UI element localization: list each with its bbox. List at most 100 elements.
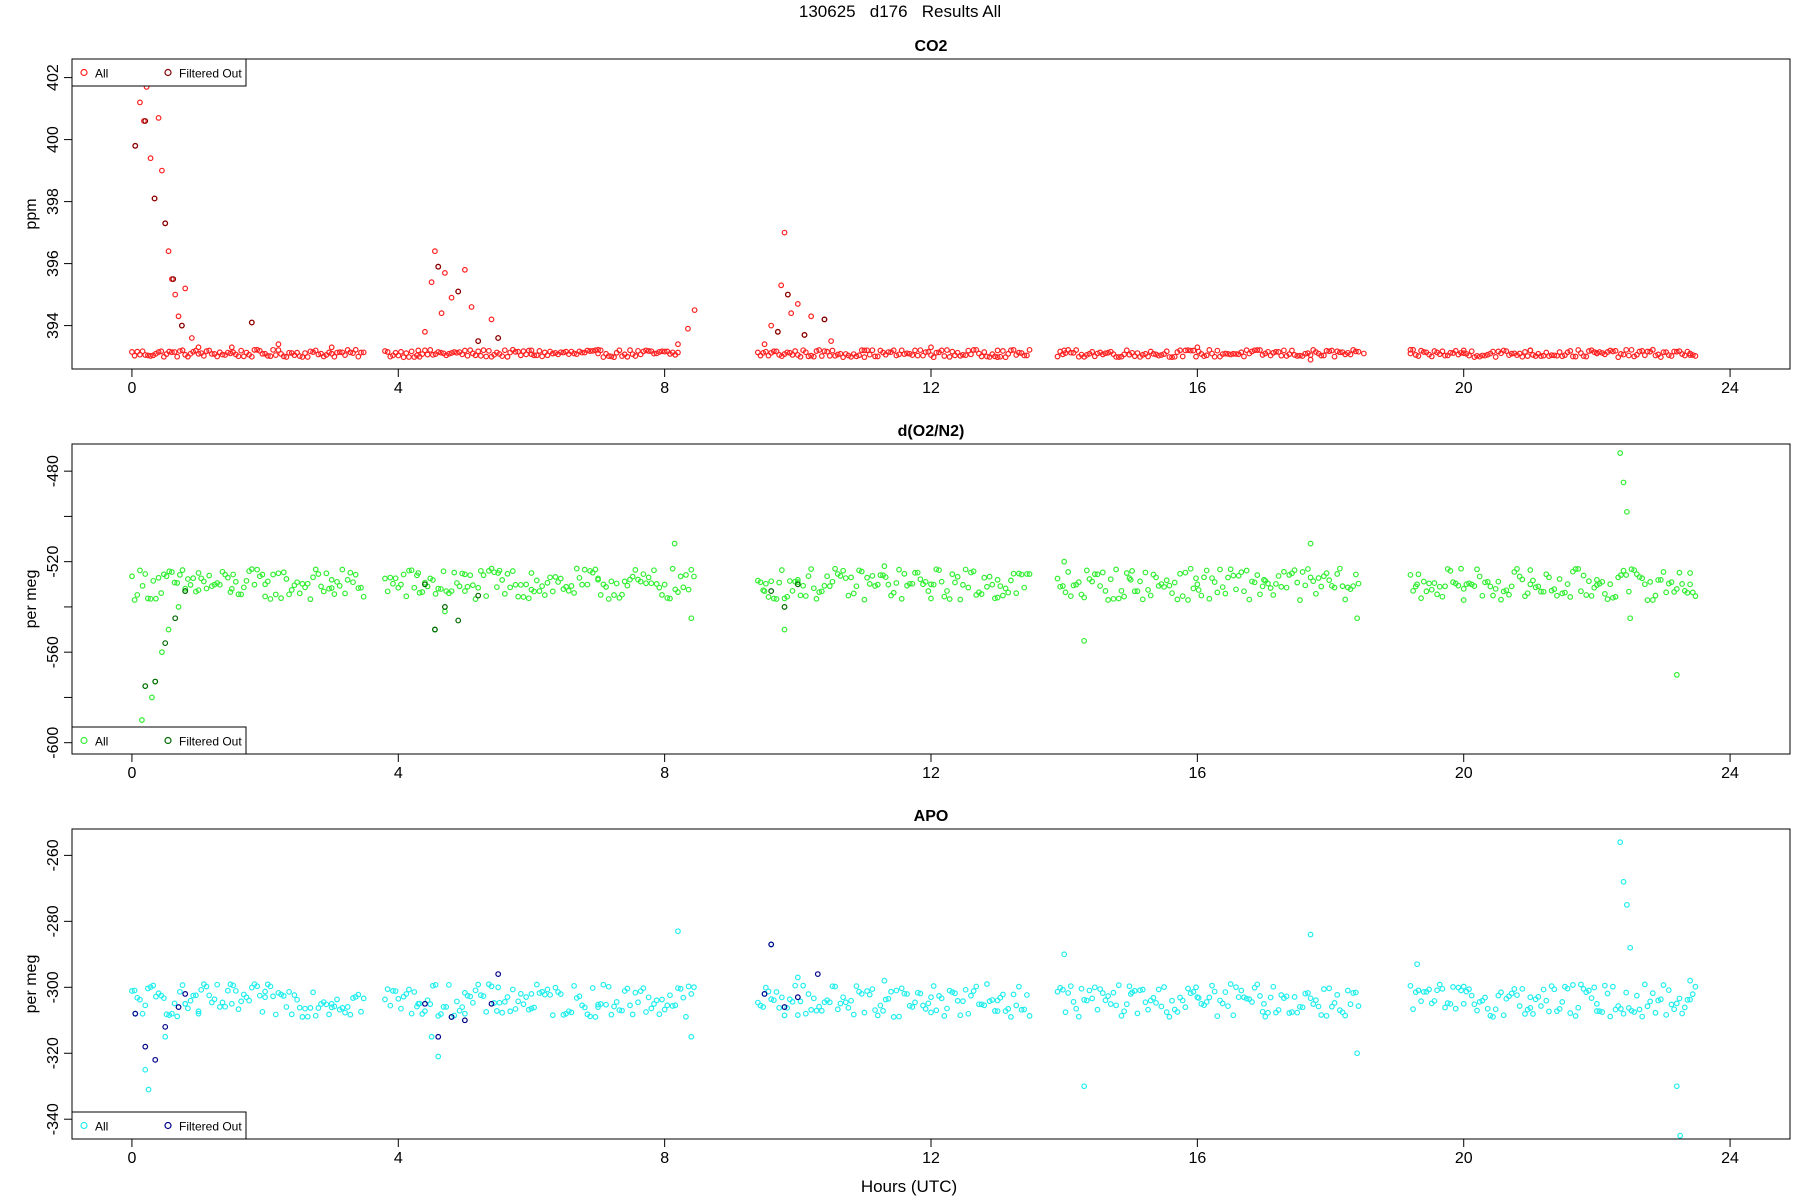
- point-all: [400, 571, 407, 578]
- point-all: [853, 983, 860, 990]
- point-all: [1476, 353, 1483, 360]
- point-all: [1508, 583, 1515, 590]
- point-all: [1115, 595, 1122, 602]
- point-all: [901, 570, 908, 577]
- point-all: [595, 576, 601, 583]
- point-all: [1291, 994, 1298, 1000]
- point-all: [627, 347, 633, 354]
- point-all: [501, 590, 508, 597]
- point-all: [962, 352, 969, 359]
- point-all: [230, 571, 237, 578]
- point-all: [909, 352, 916, 359]
- point-all: [432, 981, 439, 988]
- point-all: [184, 576, 191, 582]
- point-all: [1414, 581, 1421, 588]
- point-all: [896, 1013, 902, 1020]
- point-all: [1131, 588, 1138, 595]
- point-all: [781, 1012, 788, 1019]
- point-all: [1681, 352, 1688, 359]
- point-all: [1540, 986, 1547, 993]
- point-all: [438, 349, 444, 356]
- point-all: [1225, 351, 1231, 357]
- point-all: [1426, 986, 1432, 993]
- point-filtered-out: [448, 1014, 455, 1020]
- point-all: [216, 581, 223, 588]
- point-all: [168, 569, 175, 575]
- point-all: [246, 997, 253, 1004]
- point-all: [384, 349, 391, 355]
- point-all: [952, 579, 958, 586]
- point-all: [1214, 347, 1221, 354]
- point-all: [1294, 579, 1301, 586]
- point-all: [1075, 1013, 1082, 1020]
- point-all: [1607, 1013, 1614, 1020]
- point-all: [1105, 349, 1112, 356]
- point-all: [158, 590, 165, 596]
- point-all: [603, 1001, 609, 1008]
- point-all: [1679, 581, 1686, 587]
- point-filtered-out: [142, 683, 149, 690]
- point-all: [1687, 977, 1694, 984]
- point-all: [1166, 354, 1173, 360]
- point-all: [762, 348, 769, 355]
- point-all: [1054, 988, 1061, 995]
- point-all: [659, 592, 665, 598]
- point-all: [1249, 999, 1255, 1005]
- point-all: [624, 353, 631, 360]
- point-all: [829, 347, 836, 354]
- point-all: [1586, 578, 1592, 585]
- point-all: [1259, 1008, 1266, 1015]
- point-all: [512, 581, 519, 588]
- point-all: [1246, 596, 1253, 603]
- point-all: [1339, 583, 1346, 590]
- point-all: [216, 1004, 223, 1010]
- point-all: [488, 565, 495, 572]
- point-all: [1203, 352, 1210, 359]
- point-all: [1270, 592, 1277, 598]
- point-all: [576, 993, 583, 1000]
- point-all: [1420, 349, 1427, 355]
- legend-box: [71, 58, 247, 87]
- point-all: [864, 988, 870, 994]
- point-all: [928, 994, 934, 1001]
- point-all: [781, 229, 788, 236]
- point-all: [1134, 588, 1141, 595]
- point-all: [1161, 984, 1167, 990]
- point-all: [1535, 583, 1542, 590]
- point-all: [302, 1005, 308, 1012]
- point-all: [802, 1010, 809, 1017]
- point-all: [800, 982, 807, 989]
- point-all: [788, 310, 795, 317]
- point-all: [1596, 1008, 1603, 1015]
- point-filtered-out: [821, 316, 828, 323]
- point-all: [920, 352, 926, 359]
- point-all: [1171, 579, 1178, 586]
- point-all: [685, 586, 692, 593]
- point-all: [224, 987, 231, 994]
- point-all: [784, 349, 791, 356]
- point-all: [531, 1004, 538, 1011]
- point-all: [1283, 584, 1290, 591]
- point-all: [1689, 991, 1696, 998]
- point-all: [616, 1007, 623, 1014]
- point-all: [331, 353, 338, 360]
- point-all: [671, 540, 678, 547]
- point-all: [512, 348, 519, 355]
- legend-label: Filtered Out: [179, 735, 242, 749]
- point-all: [653, 997, 660, 1004]
- point-all: [1527, 581, 1534, 588]
- point-all: [829, 983, 836, 990]
- point-all: [1238, 987, 1245, 994]
- point-all: [536, 588, 543, 594]
- point-all: [400, 354, 407, 361]
- point-all: [267, 353, 274, 360]
- point-all: [1073, 1005, 1080, 1012]
- point-all: [1254, 572, 1261, 578]
- point-all: [1307, 574, 1314, 581]
- point-all: [142, 571, 149, 577]
- point-all: [688, 615, 695, 622]
- point-all: [1000, 592, 1006, 599]
- point-all: [1094, 1006, 1101, 1013]
- point-all: [294, 579, 300, 586]
- point-filtered-out: [455, 617, 462, 624]
